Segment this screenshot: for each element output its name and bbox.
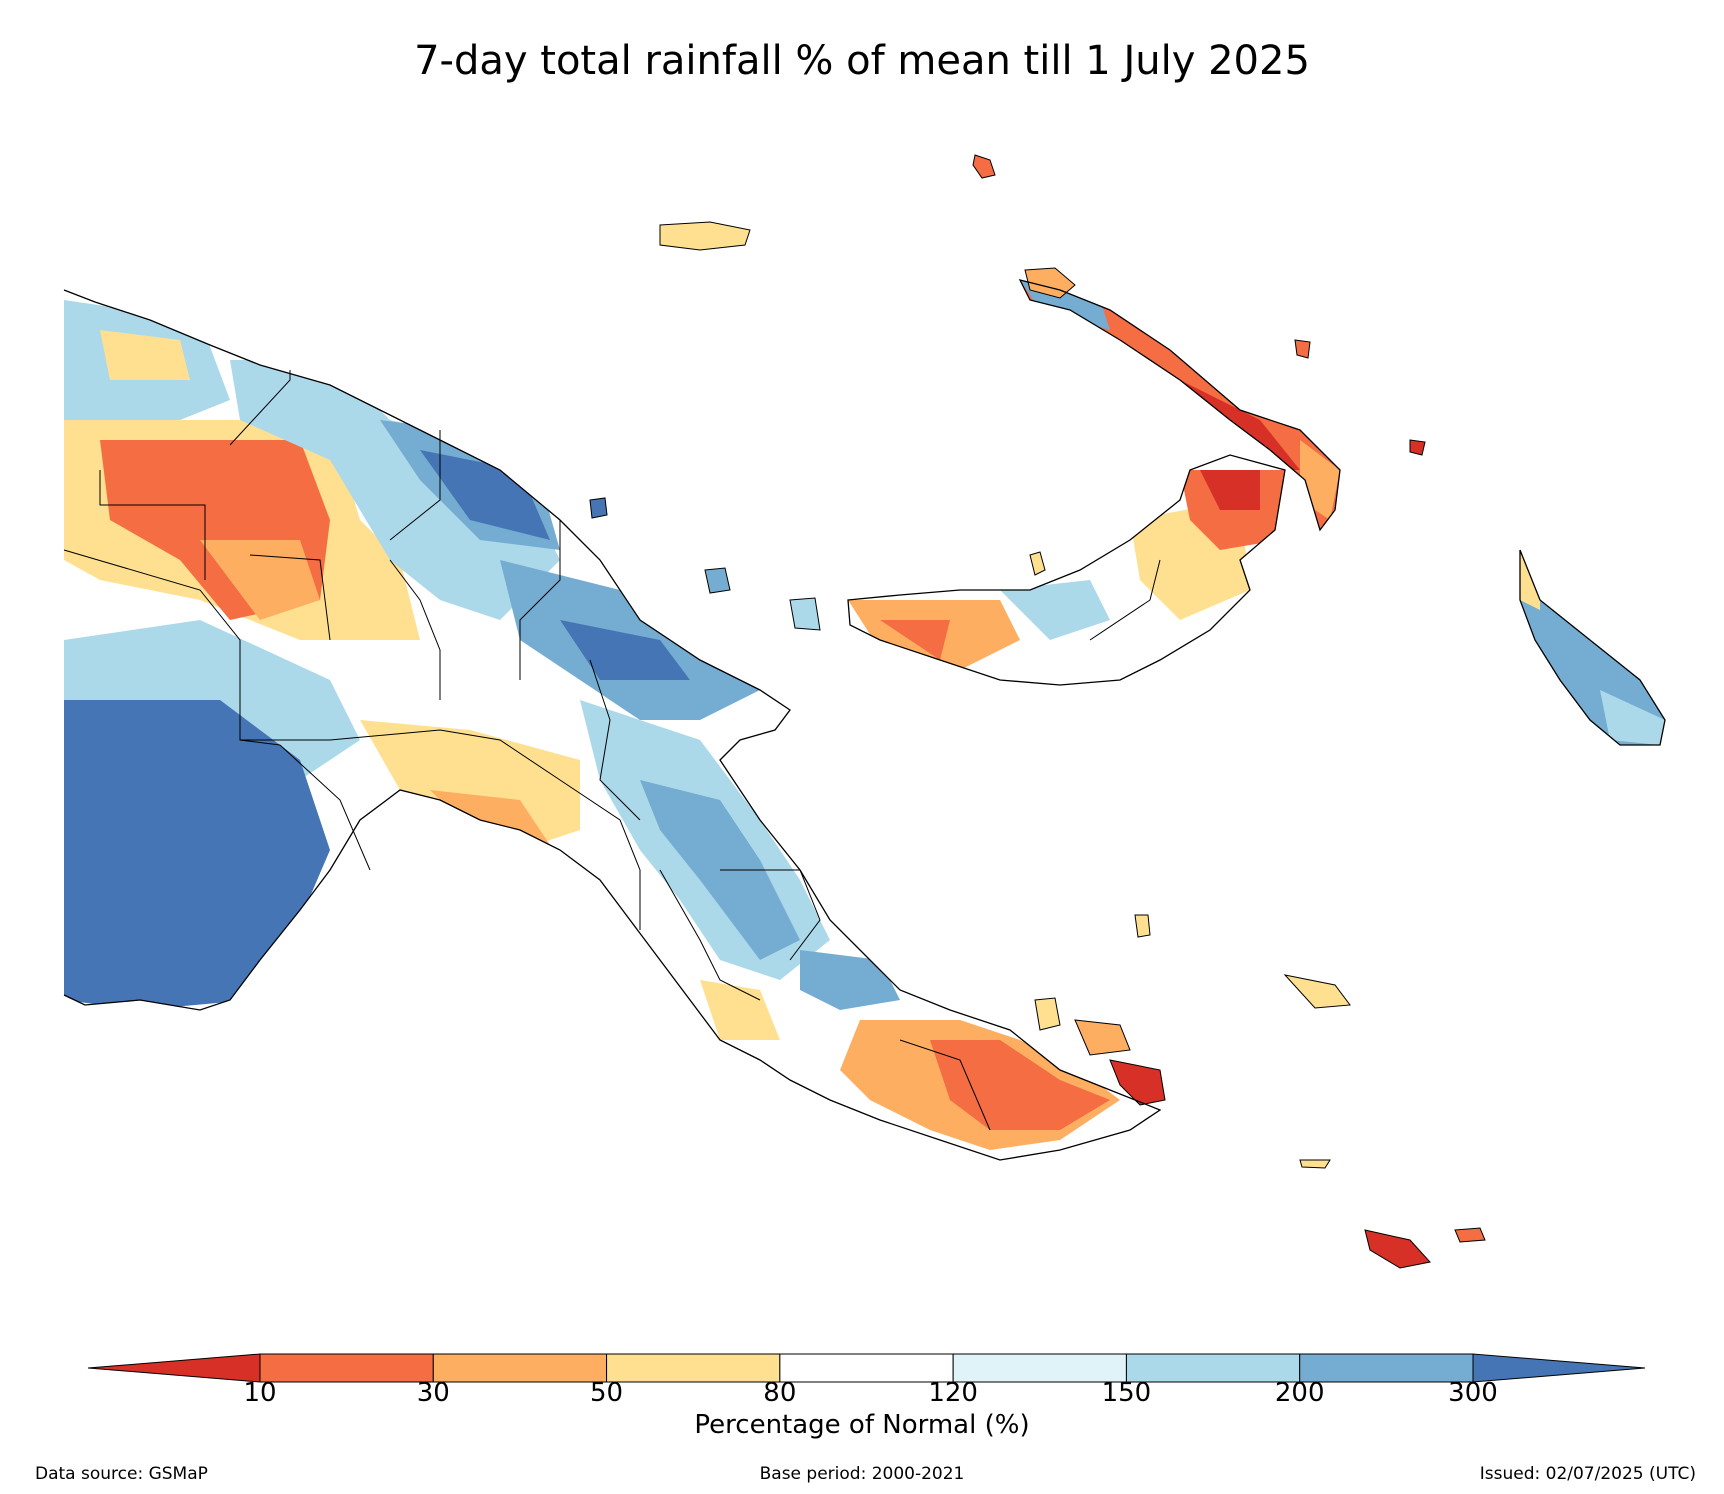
map-title: 7-day total rainfall % of mean till 1 Ju… [414, 38, 1310, 84]
data-source: Data source: GSMaP [35, 1464, 208, 1484]
fergusson-island [1074, 1019, 1131, 1056]
woodlark-island [1283, 974, 1351, 1009]
colorbar-bin [952, 1353, 1127, 1383]
colorbar-tick-label: 10 [243, 1378, 277, 1408]
normanby-island [1109, 1059, 1166, 1106]
colorbar-extend-high [1472, 1353, 1646, 1383]
issued-date: Issued: 02/07/2025 (UTC) [1479, 1464, 1696, 1484]
small-islands [589, 154, 1486, 1269]
colorbar-bin [259, 1353, 434, 1383]
colorbar-extend-low [87, 1353, 261, 1383]
colorbar-tick-label: 150 [1101, 1378, 1152, 1408]
rossel-island [1364, 1229, 1431, 1269]
colorbar-tick-label: 50 [590, 1378, 624, 1408]
mussau-island [972, 154, 996, 179]
base-period: Base period: 2000-2021 [759, 1464, 965, 1484]
colorbar-bin [779, 1353, 954, 1383]
colorbar-tick-label: 30 [416, 1378, 450, 1408]
colorbar-tick-label: 120 [928, 1378, 978, 1408]
colorbar-tick-label: 300 [1448, 1378, 1498, 1408]
colorbar-bin [1299, 1353, 1474, 1383]
colorbar-bin [432, 1353, 608, 1383]
goodenough-island [1034, 997, 1061, 1031]
manus-island [659, 221, 751, 251]
colorbar-bin [606, 1353, 781, 1383]
colorbar-label: Percentage of Normal (%) [694, 1410, 1030, 1440]
colorbar-bin [1125, 1353, 1301, 1383]
colorbar-tick-label: 200 [1274, 1378, 1325, 1408]
province-boundaries [63, 370, 1161, 1131]
colorbar-tick-label: 80 [763, 1378, 797, 1408]
